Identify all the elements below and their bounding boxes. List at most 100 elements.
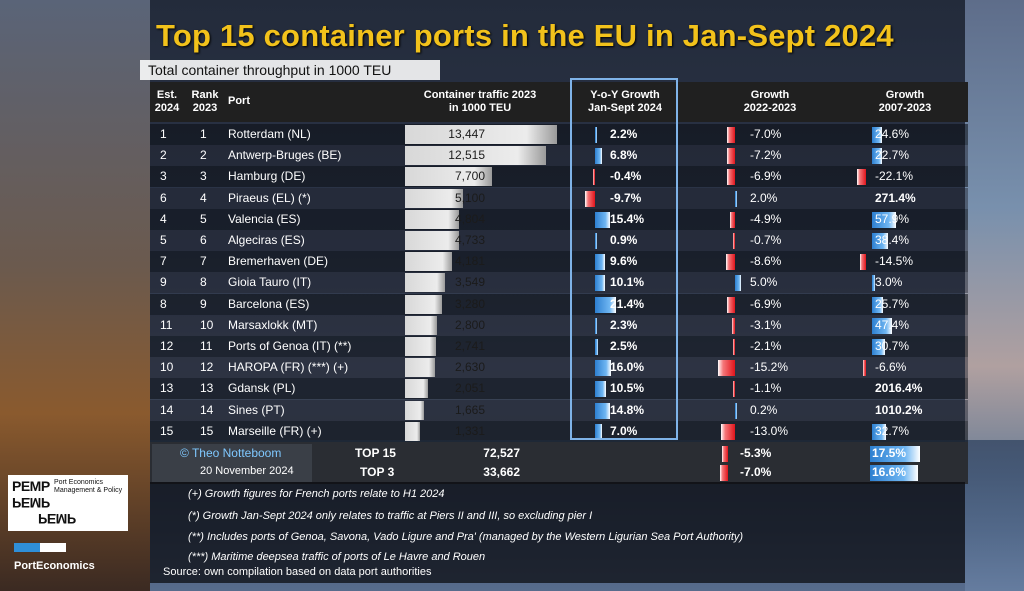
- row-traffic: 13,447: [448, 127, 485, 141]
- table-header: [150, 82, 968, 122]
- table-row: [150, 145, 968, 167]
- row-est: 2: [160, 148, 167, 163]
- row-port: Gioia Tauro (IT): [228, 275, 312, 290]
- row-growth-2022-2023: -8.6%: [750, 254, 782, 269]
- row-yoy: 15.4%: [610, 211, 645, 226]
- row-growth-2007-2023: -14.5%: [875, 254, 914, 269]
- row-yoy: 7.0%: [610, 423, 638, 438]
- table-row: [150, 336, 968, 357]
- row-traffic: 1,665: [454, 402, 485, 417]
- row-rank: 2: [200, 148, 207, 163]
- traffic-bar: [405, 252, 452, 272]
- top15-g2223-bar: [722, 446, 728, 462]
- note-french-ports: (+) Growth figures for French ports rela…: [188, 488, 445, 500]
- row-growth-2007-2023: 30.7%: [875, 339, 910, 353]
- chart-title: Top 15 container ports in the EU in Jan-…: [156, 18, 894, 53]
- growth-2022-2023-bar: [730, 211, 735, 228]
- row-est: 1: [160, 127, 167, 141]
- row-port: Sines (PT): [228, 402, 285, 417]
- row-traffic: 2,630: [454, 360, 485, 375]
- table-row: [150, 420, 968, 442]
- row-traffic: 12,515: [448, 148, 485, 163]
- row-port: Gdansk (PL): [228, 381, 296, 396]
- row-growth-2007-2023: 38.4%: [875, 233, 910, 247]
- table-row: [150, 166, 968, 188]
- row-growth-2007-2023: 22.7%: [875, 148, 910, 163]
- chart-subtitle: Total container throughput in 1000 TEU: [148, 62, 392, 78]
- traffic-bar: [405, 146, 546, 166]
- porteconomics-logo-bar-blue: [14, 543, 40, 552]
- growth-2007-2023-bar: [872, 211, 896, 228]
- pemp-logo: PEMP Port Economics Management & Policy …: [8, 475, 128, 531]
- traffic-bar: [405, 209, 459, 229]
- row-rank: 13: [200, 381, 214, 396]
- row-growth-2022-2023: 2.0%: [750, 190, 778, 205]
- row-growth-2007-2023: 24.6%: [875, 127, 910, 141]
- row-est: 3: [160, 169, 167, 184]
- row-est: 5: [160, 233, 167, 247]
- growth-2007-2023-bar: [857, 169, 866, 186]
- yoy-bar: [595, 360, 611, 377]
- yoy-bar: [585, 190, 595, 207]
- row-growth-2007-2023: 47.4%: [875, 317, 910, 332]
- row-traffic: 2,741: [454, 339, 485, 353]
- row-est: 6: [160, 190, 167, 205]
- top15-traffic: 72,527: [483, 446, 520, 460]
- note-genoa: (**) Includes ports of Genoa, Savona, Va…: [188, 531, 744, 543]
- row-port: Hamburg (DE): [228, 169, 306, 184]
- traffic-bar: [405, 400, 424, 420]
- row-rank: 5: [200, 211, 207, 226]
- pemp-logo-subtitle: Port Economics Management & Policy: [54, 479, 123, 494]
- table-row: [150, 399, 968, 421]
- row-port: Ports of Genoa (IT) (**): [228, 339, 352, 353]
- row-rank: 7: [200, 254, 207, 269]
- row-rank: 11: [200, 339, 213, 353]
- header-rank: Rank 2023: [191, 89, 219, 114]
- yoy-bar: [595, 148, 602, 165]
- row-port: Valencia (ES): [228, 211, 301, 226]
- row-yoy: 2.2%: [610, 127, 638, 141]
- copyright: © Theo Notteboom: [180, 446, 282, 460]
- yoy-bar: [593, 169, 595, 186]
- growth-2022-2023-bar: [735, 275, 741, 292]
- row-growth-2022-2023: -6.9%: [750, 169, 782, 184]
- header-yoy: Y-o-Y Growth Jan-Sept 2024: [588, 89, 662, 114]
- growth-2007-2023-bar: [863, 360, 866, 377]
- porteconomics-logo-bar-white: [40, 543, 66, 552]
- row-est: 11: [160, 317, 173, 332]
- traffic-bar: [405, 125, 557, 144]
- row-est: 12: [160, 339, 174, 353]
- row-growth-2007-2023: -6.6%: [875, 360, 907, 375]
- row-traffic: 1,331: [454, 423, 485, 438]
- row-est: 14: [160, 402, 174, 417]
- row-yoy: 10.5%: [610, 381, 645, 396]
- growth-2022-2023-bar: [733, 233, 735, 249]
- growth-2022-2023-bar: [733, 381, 735, 398]
- yoy-bar: [595, 233, 597, 249]
- table-row: [150, 378, 968, 400]
- date: 20 November 2024: [200, 465, 294, 477]
- header-port: Port: [228, 95, 250, 107]
- pemp-logo-text: PEMP: [12, 478, 50, 494]
- yoy-bar: [595, 381, 606, 398]
- top3-g2223-bar: [720, 465, 728, 481]
- growth-2007-2023-bar: [872, 423, 886, 440]
- growth-2022-2023-bar: [727, 169, 735, 186]
- row-port: Bremerhaven (DE): [228, 254, 329, 269]
- growth-2022-2023-bar: [733, 339, 735, 355]
- top3-g0723-bar: [870, 465, 918, 481]
- source-note: Source: own compilation based on data po…: [163, 566, 432, 578]
- growth-2022-2023-bar: [727, 296, 735, 313]
- header-traffic: Container traffic 2023 in 1000 TEU: [423, 89, 537, 114]
- row-growth-2007-2023: 3.0%: [875, 275, 903, 290]
- growth-2007-2023-bar: [872, 275, 875, 292]
- row-yoy: -0.4%: [610, 169, 642, 184]
- pemp-logo-mirror-2: PEMP: [38, 511, 76, 527]
- row-yoy: 2.3%: [610, 317, 638, 332]
- growth-2007-2023-bar: [872, 317, 892, 334]
- growth-2022-2023-bar: [732, 317, 735, 334]
- growth-2007-2023-bar: [872, 148, 882, 165]
- row-port: Rotterdam (NL): [228, 127, 311, 141]
- yoy-highlight-frame: [570, 78, 678, 440]
- traffic-bar: [405, 294, 442, 314]
